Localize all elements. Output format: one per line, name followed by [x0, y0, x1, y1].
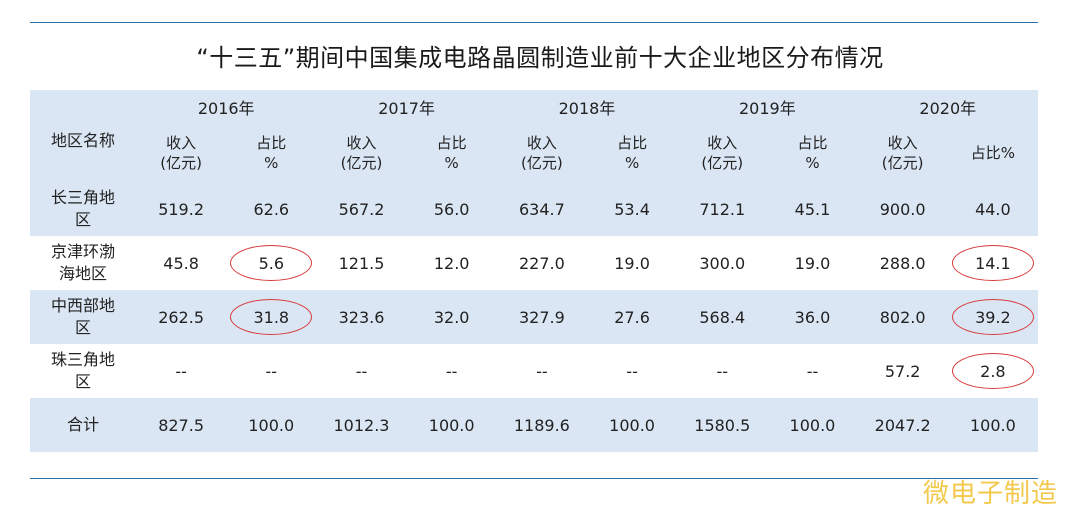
revenue-cell: 262.5 — [136, 290, 227, 344]
region-name: 中西部地区 — [30, 290, 136, 344]
share-cell: 53.4 — [586, 182, 678, 236]
page-title: “十三五”期间中国集成电路晶圆制造业前十大企业地区分布情况 — [196, 44, 884, 72]
revenue-cell: 712.1 — [677, 182, 768, 236]
share-cell: 39.2 — [947, 290, 1038, 344]
share-cell: 36.0 — [767, 290, 858, 344]
revenue-cell: 568.4 — [677, 290, 768, 344]
revenue-cell: 227.0 — [518, 253, 565, 273]
revenue-subheader: 收入 (亿元) — [136, 124, 227, 182]
region-name: 京津环渤 海地区 — [50, 242, 115, 283]
table-row: 珠三角地区 -- -- -- -- -- -- -- -- 57.2 2.8 — [30, 344, 1038, 398]
share-subheader: 占比% — [947, 124, 1038, 182]
table-row: 京津环渤 海地区 45.8 5.6 121.5 12.0 227.0 19.0 300.0 19.… — [30, 236, 1038, 290]
share-cell: 56.0 — [406, 182, 497, 236]
year-header: 2019年 — [677, 90, 858, 124]
share-cell: 100.0 — [767, 398, 858, 452]
watermark: 微电子制造 — [922, 479, 1058, 509]
year-header: 2016年 — [136, 90, 317, 124]
share-cell: 100.0 — [406, 398, 497, 452]
share-cell: -- — [626, 361, 638, 381]
share-cell: 14.1 — [948, 236, 1038, 290]
year-header: 2020年 — [857, 90, 1038, 124]
revenue-cell: 327.9 — [496, 290, 587, 344]
year-header-row: 地区名称 2016年 2017年 2018年 2019年 2020年 — [30, 90, 1038, 182]
share-cell: 100.0 — [226, 398, 317, 452]
share-cell: 5.6 — [226, 236, 316, 290]
share-cell: 44.0 — [947, 182, 1038, 236]
revenue-cell: 1189.6 — [496, 398, 587, 452]
region-name: 珠三角地区 — [50, 350, 115, 391]
revenue-cell: -- — [355, 361, 368, 381]
revenue-cell: 900.0 — [857, 182, 948, 236]
top-rule — [30, 22, 1038, 23]
revenue-subheader: 收入 (亿元) — [316, 124, 407, 182]
region-name: 合计 — [30, 398, 136, 452]
revenue-cell: 45.8 — [163, 253, 199, 273]
revenue-subheader: 收入 (亿元) — [496, 124, 587, 182]
revenue-cell: 802.0 — [857, 290, 948, 344]
table-row: 长三角地区 519.2 62.6 567.2 56.0 634.7 53.4 712.1 45.… — [30, 182, 1038, 236]
share-cell: 19.0 — [794, 253, 831, 273]
revenue-cell: -- — [175, 361, 187, 381]
highlight-circle — [951, 353, 1034, 389]
share-subheader: 占比% — [226, 124, 317, 182]
revenue-subheader: 收入 (亿元) — [857, 124, 948, 182]
year-header: 2017年 — [316, 90, 497, 124]
highlight-circle — [951, 299, 1034, 335]
region-column-header: 地区名称 — [30, 90, 136, 182]
revenue-cell: -- — [716, 361, 729, 381]
revenue-cell: 519.2 — [136, 182, 227, 236]
region-name: 长三角地区 — [30, 182, 136, 236]
share-cell: 31.8 — [226, 290, 317, 344]
revenue-cell: 288.0 — [879, 253, 926, 273]
revenue-cell: 2047.2 — [857, 398, 948, 452]
revenue-cell: 1580.5 — [677, 398, 768, 452]
share-cell: 27.6 — [586, 290, 678, 344]
revenue-cell: 567.2 — [316, 182, 407, 236]
share-cell: 100.0 — [947, 398, 1038, 452]
share-cell: 62.6 — [226, 182, 317, 236]
share-subheader: 占比% — [586, 124, 678, 182]
revenue-cell: 300.0 — [699, 253, 746, 273]
highlight-circle — [951, 245, 1034, 281]
subheader-row: 收入 (亿元) 占比% 收入 (亿元) 占比% 收入 (亿元) 占比% 收入 (亿元) 占比% 收入 (亿… — [30, 124, 1038, 182]
table-row: 合计 827.5 100.0 1012.3 100.0 1189.6 100.0 1580.5… — [30, 398, 1038, 452]
year-header: 2018年 — [496, 90, 678, 124]
revenue-cell: 1012.3 — [316, 398, 407, 452]
share-cell: 45.1 — [767, 182, 858, 236]
revenue-cell: -- — [536, 361, 548, 381]
revenue-cell: 323.6 — [316, 290, 407, 344]
share-cell: -- — [445, 361, 458, 381]
revenue-subheader: 收入 (亿元) — [677, 124, 768, 182]
share-cell: 100.0 — [586, 398, 678, 452]
highlight-circle — [230, 245, 313, 281]
share-cell: 32.0 — [406, 290, 497, 344]
share-cell: -- — [806, 361, 819, 381]
highlight-circle — [230, 299, 313, 335]
share-cell: 12.0 — [433, 253, 470, 273]
revenue-cell: 121.5 — [338, 253, 385, 273]
bottom-rule — [30, 478, 1038, 479]
revenue-cell: 827.5 — [136, 398, 227, 452]
share-subheader: 占比% — [406, 124, 497, 182]
share-cell: 19.0 — [614, 253, 650, 273]
share-cell: -- — [265, 361, 278, 381]
revenue-cell: 57.2 — [884, 361, 921, 381]
share-cell: 2.8 — [948, 344, 1038, 398]
data-table: 地区名称 2016年 2017年 2018年 2019年 2020年 收入 (亿元) 占比% 收入… — [30, 90, 1038, 452]
revenue-cell: 634.7 — [496, 182, 587, 236]
share-subheader: 占比% — [767, 124, 858, 182]
table-row: 中西部地区 262.5 31.8 323.6 32.0 327.9 27.6 568.4 36.… — [30, 290, 1038, 344]
